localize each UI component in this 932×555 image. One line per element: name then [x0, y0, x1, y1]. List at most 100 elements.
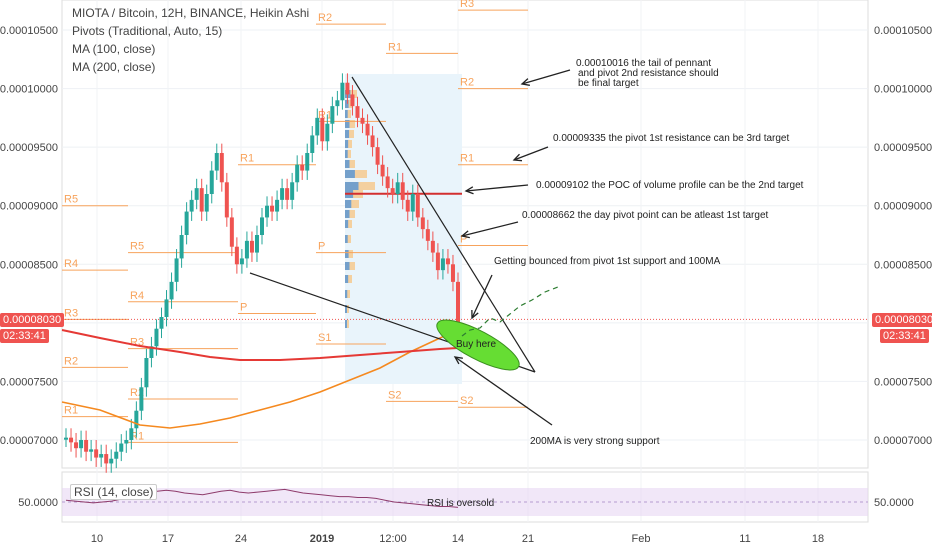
rsi-note: RSI is oversold [427, 498, 494, 509]
candle-body [239, 258, 244, 265]
volume-profile-bar-up [345, 210, 355, 218]
countdown-left: 02:33:41 [0, 329, 49, 343]
candle-body [159, 317, 164, 329]
pivot-label: R3 [460, 0, 474, 10]
annotation-text: 0.00008662 the day pivot point can be at… [522, 210, 769, 221]
candle-body [340, 82, 345, 101]
x-tick-label: 24 [235, 533, 247, 545]
candle-body [109, 458, 114, 464]
price-tag-right: 0.00008030 [872, 313, 932, 327]
volume-profile-bar-down [345, 305, 347, 313]
annotation-arrow [454, 356, 553, 426]
y-tick-label-left: 0.00008500 [0, 259, 58, 271]
y-tick-label-right: 0.00007000 [874, 435, 932, 447]
volume-profile-bar-down [345, 130, 350, 138]
pivot-label: R2 [318, 12, 332, 24]
x-tick-label: 12:00 [379, 533, 407, 545]
annotation-arrowhead [464, 186, 474, 195]
ma200-indicator-label[interactable]: MA (200, close) [72, 60, 156, 74]
annotation-arrow [461, 221, 519, 237]
symbol-title[interactable]: MIOTA / Bitcoin, 12H, BINANCE, Heikin As… [72, 6, 310, 20]
candle-body [330, 106, 335, 124]
ma100-indicator-label[interactable]: MA (100, close) [72, 42, 156, 56]
volume-profile-bar-down [345, 290, 348, 298]
candle-body [405, 199, 410, 212]
volume-profile-bar-up [345, 120, 355, 128]
x-tick-label: 17 [162, 533, 174, 545]
candle-body [325, 123, 330, 142]
candle-body [114, 451, 119, 459]
volume-profile-bar-down [345, 170, 355, 178]
annotation-arrowhead [471, 309, 479, 320]
pivots-indicator-label[interactable]: Pivots (Traditional, Auto, 15) [72, 24, 223, 38]
pivot-label: R1 [318, 109, 332, 121]
candle-body [275, 199, 280, 212]
price-tag-left: 0.00008030 [0, 313, 65, 327]
candle-body [425, 229, 430, 241]
volume-profile-bar-down [345, 120, 350, 128]
candle-body [400, 182, 405, 200]
candle-body [435, 252, 440, 271]
x-tick-label: 21 [522, 533, 534, 545]
annotation-arrow [471, 274, 493, 319]
candle-body [385, 176, 390, 189]
candle-body [350, 94, 355, 107]
candle-body [149, 346, 154, 358]
candle-body [99, 454, 104, 458]
pivot-label: R1 [130, 430, 144, 442]
candle-body [320, 117, 325, 142]
pivot-label: S2 [460, 395, 473, 407]
candle-body [234, 246, 239, 265]
y-tick-label-right: 0.00010500 [874, 25, 932, 37]
candle-body [124, 440, 129, 444]
candle-body [244, 240, 249, 259]
annotation-arrow [521, 69, 571, 85]
volume-profile-bar-down [345, 150, 348, 158]
volume-profile-bar-up [345, 140, 352, 148]
rsi-level-right: 50.0000 [874, 497, 914, 509]
candle-body [84, 440, 89, 452]
y-tick-label-right: 0.00009500 [874, 142, 932, 154]
volume-profile-bar-down [345, 262, 350, 270]
candle-body [164, 299, 169, 317]
annotation-text: 0.00009335 the pivot 1st resistance can … [553, 133, 789, 144]
y-tick-label-right: 0.00010000 [874, 84, 932, 96]
volume-profile-bar-up [345, 200, 359, 208]
candle-body [445, 258, 450, 265]
volume-profile-bar-down [345, 250, 349, 258]
candle-body [179, 235, 184, 259]
volume-profile-bar-up [345, 290, 350, 298]
candle-body [270, 205, 275, 212]
candle-body [204, 194, 209, 212]
candle-body [375, 147, 380, 165]
candle-body [89, 449, 94, 452]
candle-body [310, 135, 315, 153]
candle-body [305, 153, 310, 171]
annotation-text: be final target [578, 78, 639, 89]
candle-body [144, 358, 149, 388]
buy-zone-ellipse [436, 319, 520, 371]
candle-body [285, 188, 290, 200]
volume-profile-bar-up [345, 110, 351, 118]
y-tick-label-left: 0.00007000 [0, 435, 58, 447]
volume-profile-bar-down [345, 110, 348, 118]
pivot-label: P [318, 241, 325, 253]
volume-profile-bar-up [345, 235, 351, 243]
candle-body [169, 281, 174, 300]
candle-body [249, 240, 254, 253]
candle-body [184, 211, 189, 235]
annotation-arrowhead [460, 230, 470, 239]
y-tick-label-left: 0.00009500 [0, 142, 58, 154]
candle-body [69, 437, 74, 443]
candle-body [456, 281, 460, 323]
pivot-label: R3 [64, 307, 78, 319]
volume-profile-bar-down [345, 100, 349, 108]
x-tick-label: 18 [812, 533, 824, 545]
candle-body [64, 437, 68, 440]
rsi-indicator-label[interactable]: RSI (14, close) [70, 484, 158, 500]
y-tick-label-right: 0.00007500 [874, 376, 932, 388]
volume-profile-bar-up [345, 100, 353, 108]
candle-body [174, 258, 179, 282]
